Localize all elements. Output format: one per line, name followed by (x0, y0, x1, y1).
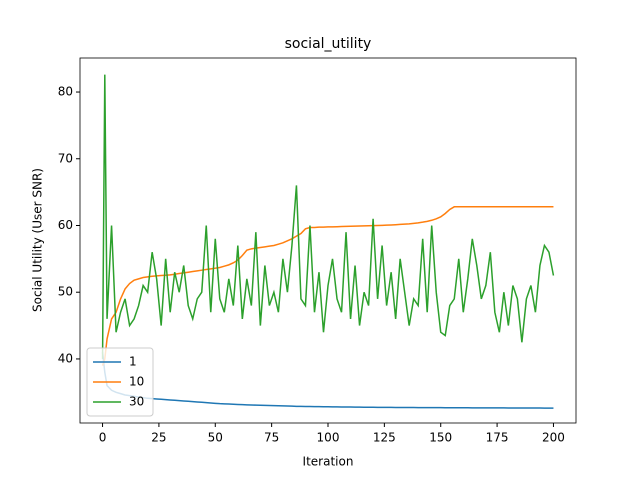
series-line (101, 352, 554, 409)
x-tick-label: 75 (264, 431, 279, 445)
plot-frame (79, 57, 577, 424)
x-tick-label: 175 (486, 431, 509, 445)
x-tick-label: 150 (429, 431, 452, 445)
x-tick-label: 100 (317, 431, 340, 445)
x-tick-label: 200 (542, 431, 565, 445)
y-tick-label: 50 (58, 285, 73, 299)
x-tick-label: 0 (99, 431, 107, 445)
series-line (101, 74, 555, 359)
chart-title: social_utility (285, 36, 372, 52)
y-tick-label: 60 (58, 218, 73, 232)
y-tick-label: 40 (58, 351, 73, 365)
y-tick-label: 80 (58, 85, 73, 99)
x-axis-label: Iteration (303, 455, 354, 469)
legend-label: 30 (129, 395, 144, 409)
x-tick-label: 50 (208, 431, 223, 445)
y-tick-label: 70 (58, 151, 73, 165)
legend-label: 10 (129, 375, 144, 389)
legend-label: 1 (129, 355, 137, 369)
y-axis-label: Social Utility (User SNR) (31, 168, 45, 312)
x-tick-label: 25 (151, 431, 166, 445)
x-tick-label: 125 (373, 431, 396, 445)
